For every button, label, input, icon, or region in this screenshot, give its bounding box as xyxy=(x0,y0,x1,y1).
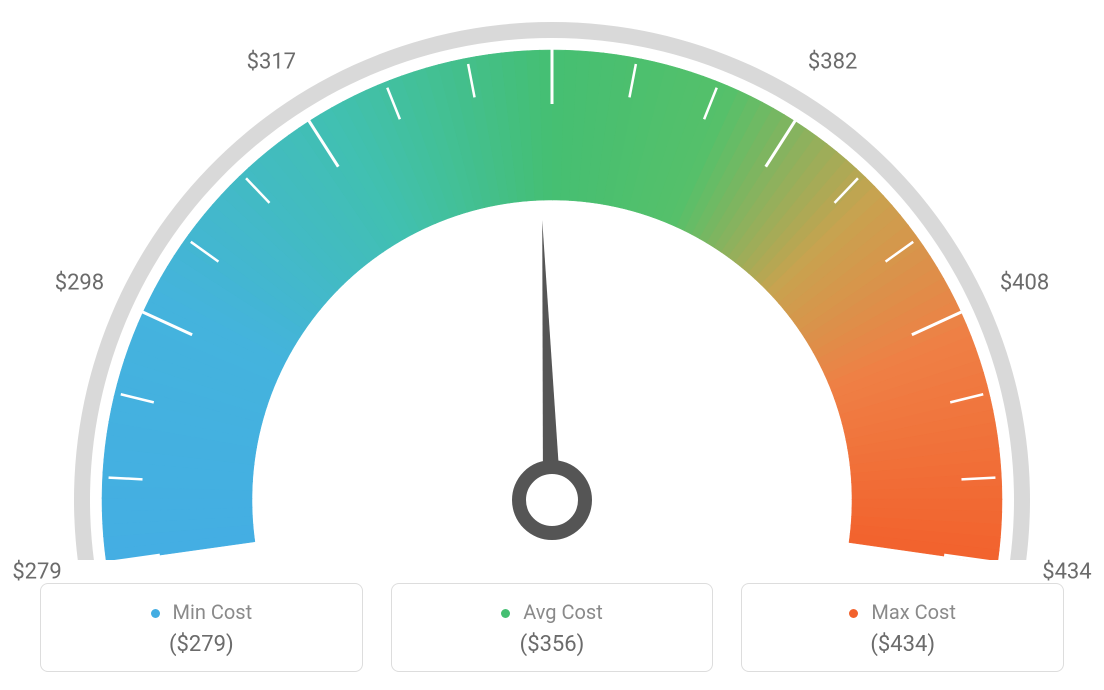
tick-label: $408 xyxy=(1000,270,1049,295)
tick-label: $382 xyxy=(808,50,857,75)
legend-row: Min Cost ($279) Avg Cost ($356) Max Cost… xyxy=(0,583,1104,672)
legend-title-text: Max Cost xyxy=(871,600,956,624)
gauge-svg xyxy=(0,0,1104,560)
legend-title-text: Min Cost xyxy=(173,600,253,624)
legend-value-min: ($279) xyxy=(51,632,352,657)
dot-icon xyxy=(151,609,160,618)
minor-tick xyxy=(109,478,143,480)
legend-title-min: Min Cost xyxy=(51,600,352,624)
minor-tick xyxy=(961,478,995,480)
legend-value-max: ($434) xyxy=(752,632,1053,657)
legend-card-avg: Avg Cost ($356) xyxy=(391,583,714,672)
legend-value-avg: ($356) xyxy=(402,632,703,657)
legend-card-min: Min Cost ($279) xyxy=(40,583,363,672)
legend-title-avg: Avg Cost xyxy=(402,600,703,624)
gauge-needle xyxy=(542,220,561,500)
gauge-chart-container: $279$298$317$356$382$408$434 Min Cost ($… xyxy=(0,0,1104,690)
dot-icon xyxy=(849,609,858,618)
legend-title-text: Avg Cost xyxy=(523,600,603,624)
tick-label: $279 xyxy=(12,560,61,585)
tick-label: $298 xyxy=(55,270,104,295)
legend-card-max: Max Cost ($434) xyxy=(741,583,1064,672)
gauge-hub xyxy=(519,467,585,533)
dot-icon xyxy=(501,609,510,618)
tick-label: $434 xyxy=(1042,560,1091,585)
legend-title-max: Max Cost xyxy=(752,600,1053,624)
tick-label: $317 xyxy=(247,50,296,75)
